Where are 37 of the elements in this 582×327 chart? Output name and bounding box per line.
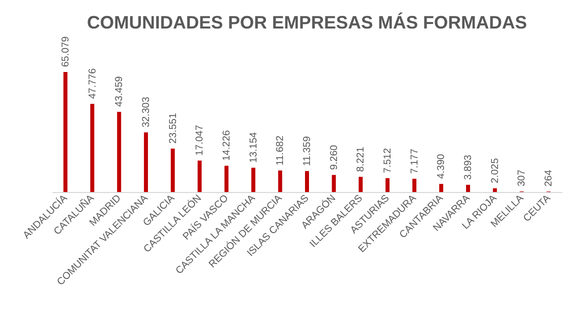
bar xyxy=(305,171,309,192)
data-label: 17.047 xyxy=(194,124,206,156)
bar xyxy=(170,148,175,192)
data-label: 65.079 xyxy=(60,36,72,67)
data-label: 32.303 xyxy=(140,96,152,128)
data-label: 307 xyxy=(516,169,528,186)
data-label: 11.682 xyxy=(275,135,286,166)
bar xyxy=(224,166,228,192)
bar xyxy=(117,112,122,192)
data-label: 264 xyxy=(544,169,555,187)
bar xyxy=(144,132,148,192)
data-label: 7.177 xyxy=(409,148,420,174)
bar xyxy=(358,176,363,192)
chart-title: COMUNIDADES POR EMPRESAS MÁS FORMADAS xyxy=(86,12,528,32)
bar xyxy=(251,168,256,192)
data-label: 47.776 xyxy=(87,68,98,99)
data-label: 8.221 xyxy=(356,146,367,172)
bar xyxy=(412,178,416,192)
bar xyxy=(386,178,390,192)
data-label: 4.390 xyxy=(436,153,448,179)
data-label: 14.226 xyxy=(221,130,232,161)
bar xyxy=(332,174,336,192)
data-label: 2.025 xyxy=(490,158,501,184)
data-label: 7.512 xyxy=(382,148,394,174)
bar xyxy=(492,188,497,192)
data-label: 43.459 xyxy=(114,76,126,107)
bar xyxy=(63,72,68,192)
data-label: 3.893 xyxy=(463,154,474,180)
bar xyxy=(198,160,202,192)
bar xyxy=(90,104,94,192)
bar xyxy=(466,184,470,192)
data-label: 9.260 xyxy=(328,144,340,170)
data-label: 23.551 xyxy=(168,112,179,144)
bar xyxy=(439,184,444,192)
data-label: 13.154 xyxy=(248,132,260,163)
bar xyxy=(278,170,282,192)
data-label: 11.359 xyxy=(302,136,313,166)
